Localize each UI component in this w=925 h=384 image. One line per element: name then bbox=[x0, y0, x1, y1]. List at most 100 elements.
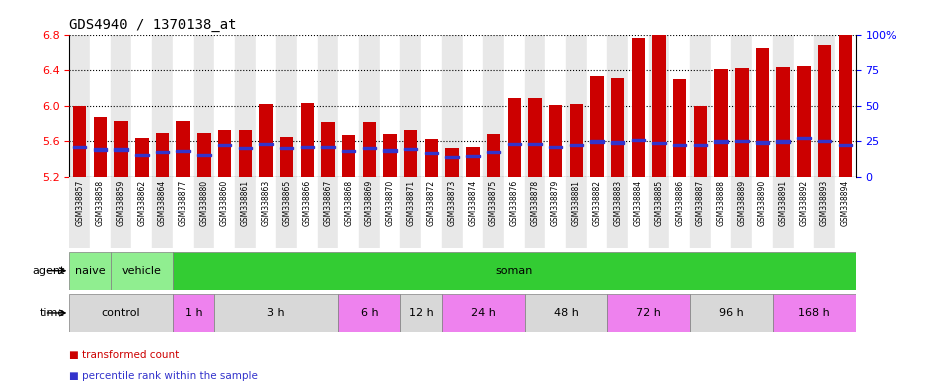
Text: GSM338873: GSM338873 bbox=[448, 180, 457, 227]
Bar bbox=[442, 35, 462, 177]
Bar bbox=[301, 103, 314, 177]
Bar bbox=[90, 35, 111, 177]
Text: GSM338867: GSM338867 bbox=[324, 180, 332, 227]
Bar bbox=[773, 35, 794, 177]
Bar bbox=[277, 177, 297, 248]
Bar bbox=[652, 28, 666, 177]
Bar bbox=[73, 106, 86, 177]
Bar bbox=[135, 137, 149, 177]
Bar bbox=[135, 154, 149, 156]
Bar bbox=[215, 35, 235, 177]
Bar bbox=[524, 35, 545, 177]
Bar bbox=[425, 139, 438, 177]
Bar bbox=[339, 35, 359, 177]
Bar bbox=[73, 146, 86, 148]
Bar bbox=[776, 68, 790, 177]
Bar bbox=[217, 144, 231, 146]
Text: GSM338889: GSM338889 bbox=[737, 180, 746, 226]
Bar bbox=[632, 38, 645, 177]
Bar bbox=[197, 133, 211, 177]
Bar bbox=[608, 177, 628, 248]
Bar bbox=[301, 146, 314, 148]
Bar bbox=[280, 137, 293, 177]
Bar bbox=[524, 177, 545, 248]
Bar bbox=[714, 141, 728, 143]
Bar bbox=[710, 177, 732, 248]
Text: GSM338883: GSM338883 bbox=[613, 180, 623, 226]
Bar bbox=[608, 35, 628, 177]
Bar bbox=[732, 177, 752, 248]
Text: GSM338882: GSM338882 bbox=[593, 180, 601, 226]
Bar bbox=[317, 35, 339, 177]
Bar bbox=[483, 35, 504, 177]
Bar bbox=[173, 294, 215, 332]
Bar bbox=[421, 177, 442, 248]
Bar bbox=[442, 177, 462, 248]
Text: GSM338891: GSM338891 bbox=[779, 180, 788, 226]
Bar bbox=[673, 79, 686, 177]
Text: GSM338893: GSM338893 bbox=[820, 180, 829, 227]
Bar bbox=[259, 143, 273, 145]
Bar bbox=[570, 144, 583, 146]
Bar bbox=[421, 35, 442, 177]
Bar bbox=[756, 48, 770, 177]
Bar bbox=[383, 134, 397, 177]
Bar bbox=[239, 147, 252, 149]
Text: 1 h: 1 h bbox=[185, 308, 203, 318]
Bar bbox=[177, 150, 190, 152]
Bar bbox=[590, 141, 604, 143]
Bar bbox=[93, 149, 107, 151]
Text: 168 h: 168 h bbox=[798, 308, 830, 318]
Bar bbox=[404, 129, 417, 177]
Bar bbox=[794, 35, 814, 177]
Bar bbox=[401, 177, 421, 248]
Bar bbox=[735, 139, 748, 142]
Bar bbox=[628, 177, 648, 248]
Bar bbox=[277, 35, 297, 177]
Bar bbox=[839, 144, 852, 146]
Bar bbox=[466, 147, 479, 177]
Bar bbox=[383, 149, 397, 152]
Text: GSM338866: GSM338866 bbox=[302, 180, 312, 227]
Text: GSM338859: GSM338859 bbox=[117, 180, 126, 227]
Bar bbox=[217, 131, 231, 177]
Bar bbox=[425, 152, 438, 154]
Bar bbox=[545, 35, 566, 177]
Bar bbox=[814, 177, 835, 248]
Text: GSM338864: GSM338864 bbox=[158, 180, 167, 227]
Bar bbox=[508, 99, 521, 177]
Bar bbox=[401, 294, 442, 332]
Text: GSM338890: GSM338890 bbox=[758, 180, 767, 227]
Text: GSM338878: GSM338878 bbox=[530, 180, 539, 226]
Text: GSM338884: GSM338884 bbox=[634, 180, 643, 226]
Bar bbox=[735, 68, 748, 177]
Bar bbox=[69, 177, 90, 248]
Text: 72 h: 72 h bbox=[636, 308, 661, 318]
Bar bbox=[462, 177, 483, 248]
Bar bbox=[155, 133, 169, 177]
Bar bbox=[628, 35, 648, 177]
Text: GSM338865: GSM338865 bbox=[282, 180, 291, 227]
Bar bbox=[363, 122, 376, 177]
Text: agent: agent bbox=[32, 266, 65, 276]
Text: GSM338886: GSM338886 bbox=[675, 180, 684, 226]
Bar bbox=[255, 35, 277, 177]
Bar bbox=[714, 69, 728, 177]
Bar bbox=[173, 252, 856, 290]
Bar bbox=[508, 143, 521, 145]
Bar bbox=[818, 139, 832, 142]
Bar bbox=[586, 177, 608, 248]
Bar bbox=[297, 35, 317, 177]
Bar bbox=[69, 294, 173, 332]
Bar bbox=[483, 177, 504, 248]
Text: control: control bbox=[102, 308, 141, 318]
Text: soman: soman bbox=[496, 266, 533, 276]
Text: GSM338894: GSM338894 bbox=[841, 180, 850, 227]
Bar bbox=[152, 35, 173, 177]
Text: naive: naive bbox=[75, 266, 105, 276]
Bar bbox=[690, 35, 710, 177]
Bar bbox=[380, 177, 401, 248]
Bar bbox=[321, 122, 335, 177]
Bar bbox=[528, 99, 542, 177]
Text: ■ transformed count: ■ transformed count bbox=[69, 350, 179, 360]
